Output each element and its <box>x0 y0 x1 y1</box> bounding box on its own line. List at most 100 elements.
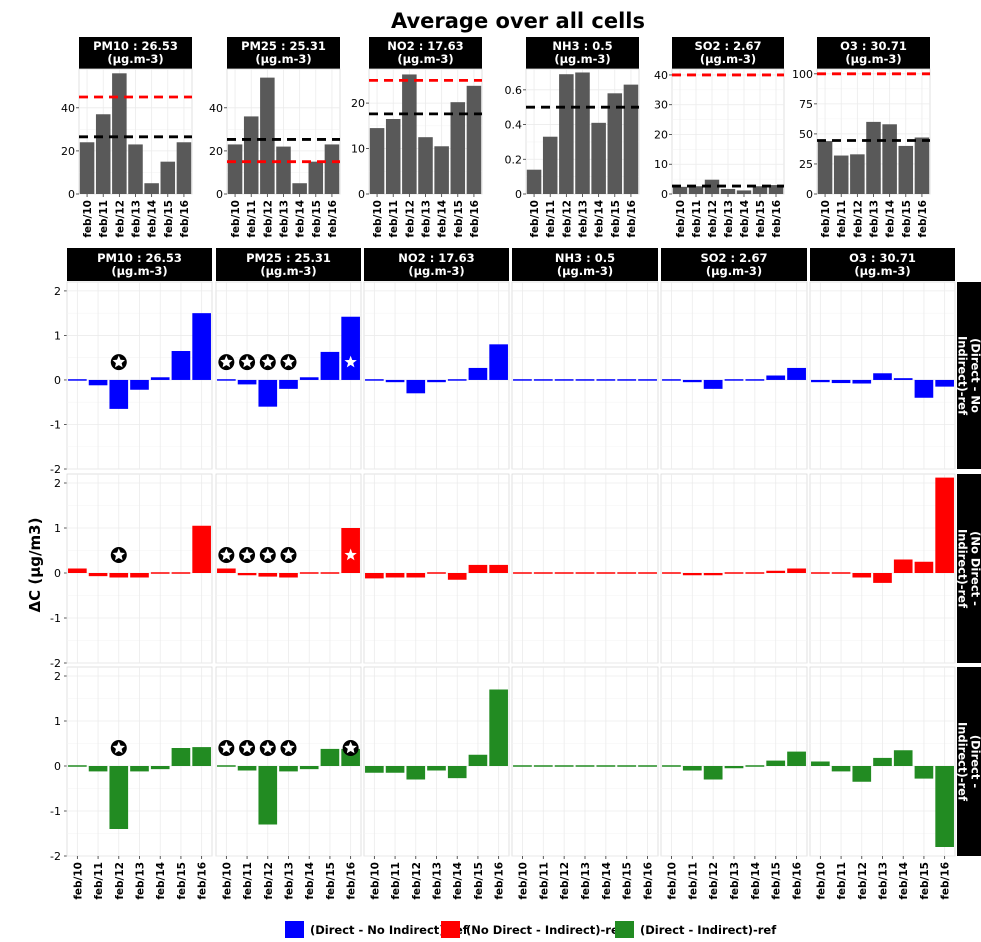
panel-strip-label: NO2 : 17.63 <box>387 39 463 53</box>
y-tick-label: -2 <box>50 657 61 670</box>
facet-o3-1 <box>809 281 956 470</box>
bar <box>341 316 360 380</box>
bar <box>109 766 129 829</box>
y-tick-label: 2 <box>54 285 61 298</box>
facet-pm10-3: feb/10 feb/11 feb/12 feb/13 feb/14 feb/15 feb/… <box>66 666 213 900</box>
bar <box>160 161 176 194</box>
legend-item-2: (No Direct - Indirect)-ref <box>441 921 625 938</box>
y-tick-label: 20 <box>654 128 668 141</box>
bar <box>787 367 806 380</box>
bar <box>150 572 170 574</box>
bar <box>882 124 897 194</box>
row-strip-label: Indirect)-ref <box>956 336 970 416</box>
bar <box>766 760 786 766</box>
bar <box>513 572 532 574</box>
panel-strip-label: (µg.m-3) <box>397 52 453 66</box>
bar <box>128 144 143 194</box>
bar <box>703 766 723 780</box>
x-tick-label: feb/12 <box>262 200 274 238</box>
bar <box>866 121 881 194</box>
bar <box>914 766 934 779</box>
bar <box>365 379 384 381</box>
x-tick-label: feb/11 <box>98 200 110 238</box>
bar <box>745 379 765 381</box>
significance-star-fill <box>112 548 125 561</box>
x-tick-label: feb/11 <box>538 862 550 900</box>
bar <box>682 573 702 576</box>
x-tick-label: feb/15 <box>325 862 337 900</box>
x-tick-label: feb/16 <box>469 200 481 238</box>
y-tick-label: 0 <box>515 188 522 201</box>
x-tick-label: feb/14 <box>437 200 449 238</box>
significance-star-fill <box>240 548 254 561</box>
bar <box>279 573 298 578</box>
column-strip-pm25: PM25 : 25.31(µg.m-3) <box>216 248 361 281</box>
x-tick-label: feb/12 <box>114 862 126 900</box>
facet-pm25-3: feb/10 feb/11 feb/12 feb/13 feb/14 feb/15 feb/… <box>215 666 362 900</box>
y-tick-label: 10 <box>654 158 668 171</box>
x-tick-label: feb/16 <box>197 862 209 900</box>
facet-o3-2 <box>809 473 956 664</box>
bar <box>402 74 417 194</box>
significance-star-fill <box>282 741 295 754</box>
column-strip-label: SO2 : 2.67 <box>700 251 767 265</box>
x-tick-label: feb/15 <box>311 200 323 238</box>
bar <box>217 379 236 381</box>
top-panel-so2: SO2 : 2.67(µg.m-3) 0 10 20 30 40 feb/10 feb/11 f… <box>654 37 785 238</box>
bar <box>533 379 553 381</box>
x-tick-label: feb/14 <box>601 862 613 900</box>
column-strip-label: (µg.m-3) <box>408 264 464 278</box>
bar <box>811 379 830 383</box>
x-tick-label: feb/10 <box>372 200 384 238</box>
bar <box>365 573 384 579</box>
x-tick-label: feb/12 <box>114 200 126 238</box>
bar <box>766 375 786 380</box>
bar <box>144 183 159 194</box>
x-tick-label: feb/15 <box>622 862 634 900</box>
bar <box>623 84 639 194</box>
bar <box>88 379 108 386</box>
panel-strip-label: (µg.m-3) <box>255 52 311 66</box>
legend-label: (Direct - No Indirect)-ref <box>310 923 469 937</box>
bar <box>607 93 623 194</box>
y-tick-label: 40 <box>654 69 668 82</box>
y-tick-label: -2 <box>50 850 61 863</box>
column-strip-label: (µg.m-3) <box>111 264 167 278</box>
facet-pm10-1 <box>66 281 213 470</box>
x-tick-label: feb/10 <box>820 200 832 238</box>
significance-star-fill <box>344 741 357 754</box>
significance-star-fill <box>240 741 254 754</box>
y-tick-label: 0.4 <box>505 119 523 132</box>
bar <box>320 572 340 574</box>
bar <box>662 765 681 767</box>
x-tick-label: feb/15 <box>771 862 783 900</box>
column-strip-pm10: PM10 : 26.53(µg.m-3) <box>67 248 212 281</box>
column-strip <box>810 248 955 281</box>
bar <box>873 757 892 766</box>
bar <box>811 572 830 574</box>
bar <box>662 572 681 574</box>
bar <box>150 377 170 380</box>
bar <box>434 146 449 194</box>
facet-pm25-1 <box>215 281 362 470</box>
bar <box>554 765 574 767</box>
y-tick-label: 40 <box>209 102 223 115</box>
column-strip-no2: NO2 : 17.63(µg.m-3) <box>364 248 509 281</box>
bar <box>724 572 744 574</box>
top-panel-no2: NO2 : 17.63(µg.m-3) 0 10 20 feb/10 feb/11 feb/… <box>351 37 483 238</box>
bar <box>935 477 954 573</box>
x-tick-label: feb/12 <box>411 862 423 900</box>
x-tick-label: feb/13 <box>580 862 592 900</box>
bar <box>237 766 257 771</box>
bar <box>427 766 446 771</box>
y-axis-label: ΔC (µg/m3) <box>26 518 44 613</box>
bar <box>831 379 851 384</box>
legend: (Direct - No Indirect)-ref(No Direct - I… <box>285 921 777 938</box>
bar <box>320 748 340 766</box>
y-tick-label: -1 <box>50 418 61 431</box>
significance-star-fill <box>112 741 125 754</box>
x-tick-label: feb/13 <box>284 862 296 900</box>
